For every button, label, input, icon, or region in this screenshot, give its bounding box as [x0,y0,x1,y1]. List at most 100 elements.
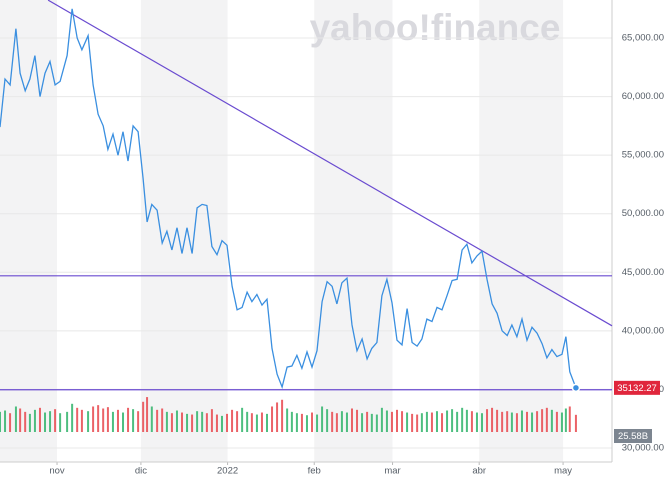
volume-bar [87,411,90,432]
volume-bar [311,412,314,432]
volume-bar [38,407,41,432]
volume-bar [531,412,534,432]
y-tick-label: 30,000.00 [622,442,664,453]
y-tick-label: 50,000.00 [622,208,664,219]
volume-bar [545,407,548,432]
y-tick-label: 55,000.00 [622,150,664,161]
volume-bar [181,412,184,432]
price-line [0,8,577,390]
volume-bar [416,414,419,432]
volume-bar [170,413,173,432]
volume-bar [361,413,364,432]
volume-bar [441,413,444,432]
volume-bar [568,406,571,432]
volume-bar [480,413,483,432]
x-tick-label: nov [49,466,65,477]
volume-bar [451,409,454,432]
volume-bar [14,406,17,432]
volume-bar [506,411,509,432]
volume-bar [196,411,199,432]
volume-bar [425,411,428,432]
month-band [479,0,564,462]
volume-bar [366,411,369,432]
volume-bar [340,411,343,432]
volume-bar [246,411,249,432]
volume-bar [236,411,239,432]
volume-bar [564,408,567,432]
volume-bar [486,409,489,432]
volume-bar [24,411,27,432]
x-tick-label: abr [472,466,486,477]
volume-bar [335,413,338,432]
volume-bar [375,414,378,432]
volume-bar [175,410,178,432]
volume-bar [380,407,383,432]
volume-bar [33,409,36,432]
volume-bar [250,413,253,432]
volume-bar [550,409,553,432]
volume-bar [0,411,1,432]
x-tick-label: may [554,466,572,477]
volume-bar [555,411,558,432]
volume-bar [9,413,12,432]
volume-bar [231,409,234,432]
volume-bar [276,402,279,432]
month-band [0,0,58,462]
price-tag [614,380,660,395]
volume-bar [496,409,499,432]
volume-bar [305,415,308,432]
volume-bar [420,413,423,432]
volume-tag [614,429,652,443]
volume-bar [142,401,145,432]
volume-bar [186,413,189,432]
volume-bar [265,413,268,432]
volume-bar [156,409,159,432]
background [0,0,564,462]
volume-bar [281,399,284,432]
volume-bar [350,408,353,432]
volume-bar [220,415,223,432]
volume-bar [526,411,529,432]
volume-bar [4,410,7,432]
volume-bar [446,410,449,432]
month-band [140,0,228,462]
volume-bar [241,407,244,432]
volume-bar [456,411,459,432]
y-tick-label: 45,000.00 [622,267,664,278]
y-tick-label: 40,000.00 [622,325,664,336]
price-tag-label: 35132.27 [617,383,657,394]
volume-bar [165,411,168,432]
volume-bar [515,413,518,432]
volume-bar [331,411,334,432]
volume-bar [465,409,468,432]
volume-bar [205,413,208,432]
month-band [314,0,393,462]
volume-bar [520,410,523,432]
volume-bar [116,409,119,432]
volume-bar [286,408,289,432]
last-point [571,383,581,393]
x-tick-label: feb [308,466,321,477]
volume-bar [210,409,213,432]
x-tick-label: dic [135,466,147,477]
volume-bar [461,407,464,432]
volume-bar [536,411,539,432]
volume-bar [470,411,473,432]
volume-bar [560,412,563,432]
volume-bar [19,408,22,432]
volume-bar [137,411,140,432]
volume-bar [49,411,52,432]
volume-bar [295,413,298,432]
volume-bar [316,414,319,432]
volume-bar [260,412,263,432]
volume-bar [150,406,153,432]
volume-bar [491,407,494,432]
volume-bar [102,408,105,432]
volume-bar [76,407,79,432]
volume-bar [370,413,373,432]
volume-bar [71,403,74,432]
volume-bar [290,411,293,432]
volume-bar [271,406,274,432]
volume-bar [385,410,388,432]
